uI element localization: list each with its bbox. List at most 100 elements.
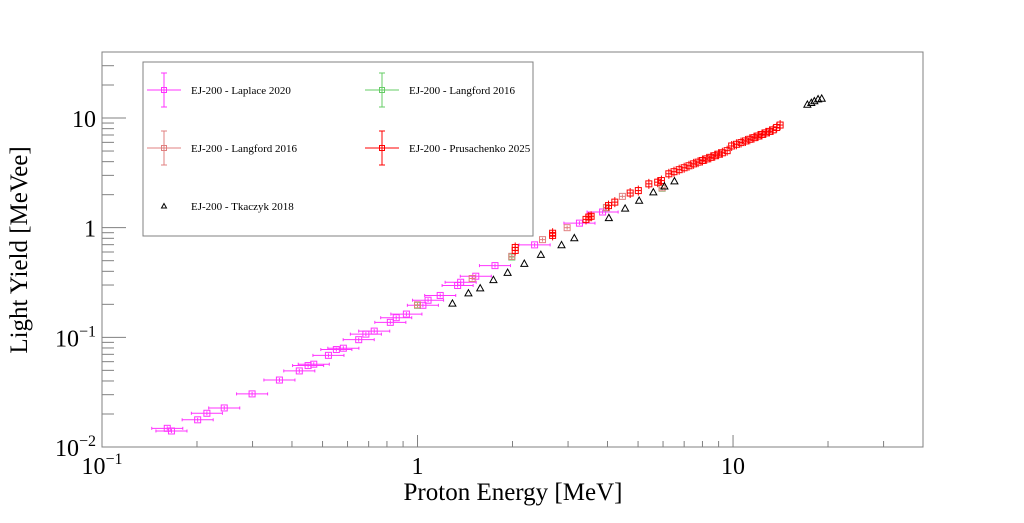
data-point [737,139,745,147]
y-tick-label: 1 [84,217,96,243]
series-3 [511,120,784,256]
legend-marker [160,202,168,209]
legend-marker [161,145,167,151]
legend-marker [379,145,385,151]
legend-marker [161,87,167,93]
data-point [707,153,715,161]
data-point [728,142,736,150]
series-4 [448,93,827,307]
data-point [489,275,498,284]
data-point [675,166,683,174]
data-point [436,291,444,299]
data-point [766,127,774,135]
data-point [472,272,480,280]
data-point [769,126,777,134]
legend-label: EJ-200 - Laplace 2020 [191,85,291,97]
data-point [620,203,630,212]
data-point [511,243,519,251]
data-point [754,132,762,140]
data-point [776,121,784,129]
data-point [167,427,175,435]
legend-label: EJ-200 - Prusachenko 2025 [409,143,531,155]
legend-label: EJ-200 - Langford 2016 [191,143,298,155]
legend-label: EJ-200 - Tkaczyk 2018 [191,201,294,213]
data-point [665,170,673,178]
x-axis-tick-labels: 10−1 1 10 [81,451,745,480]
data-point [715,150,723,158]
data-point [698,156,706,164]
data-point [634,187,642,195]
data-point [370,327,378,335]
data-point [660,181,669,190]
data-point [549,229,557,237]
y-tick-label: 10−2 [55,433,96,462]
data-point [539,236,547,244]
data-point [355,336,363,344]
data-point [694,158,702,166]
y-tick-label: 10−1 [55,323,96,352]
x-tick-label: 1 [412,454,424,480]
data-point [563,224,571,232]
data-point [464,288,473,297]
data-point [711,152,719,160]
data-point [324,351,332,359]
data-point [723,147,731,155]
data-point [618,192,626,200]
data-point [654,178,662,186]
data-point [670,176,679,185]
data-point [386,318,394,326]
data-point [758,130,766,138]
data-point [746,135,754,143]
data-point [295,367,303,375]
data-point [645,180,653,188]
data-point [611,198,619,206]
data-point [519,259,529,267]
data-point [310,360,318,368]
data-point [503,267,512,276]
data-point [599,208,607,216]
y-axis-title: Light Yield [MeVee] [6,146,33,353]
data-point [587,212,595,220]
legend-item: EJ-200 - Langford 2016 [147,130,298,166]
data-point [806,98,816,106]
series-2 [414,184,666,309]
data-point [718,149,726,157]
data-point [741,137,749,145]
data-point [220,404,228,412]
legend-label: EJ-200 - Langford 2016 [409,85,516,97]
data-point [670,168,678,176]
legend-item: EJ-200 - Prusachenko 2025 [365,130,531,166]
legend-item: EJ-200 - Langford 2016 [365,72,516,108]
data-point [536,250,546,258]
data-series [151,93,827,435]
data-point [392,314,400,322]
data-point [634,195,644,204]
data-point [491,262,499,270]
data-point [648,187,658,196]
data-point [457,278,465,286]
data-point [690,160,698,168]
y-tick-label: 10 [72,107,96,133]
data-point [402,310,410,318]
data-point [569,233,579,242]
data-point [703,155,711,163]
legend: EJ-200 - Laplace 2020 EJ-200 - Langford 2… [142,61,534,237]
legend-marker [379,87,385,93]
legend-item: EJ-200 - Laplace 2020 [147,72,291,108]
data-point [750,134,758,142]
data-point [424,296,432,304]
data-point [809,96,819,105]
data-point [332,346,340,354]
data-point [339,344,347,352]
data-point [275,376,283,384]
data-point [203,409,211,417]
data-point [762,129,770,137]
data-point [658,184,666,192]
data-point [575,219,583,227]
data-point [248,390,256,398]
data-point [468,275,476,283]
data-point [531,241,539,249]
y-axis-tick-labels: 10−2 10−1 1 10 [55,107,96,462]
data-point [194,416,202,424]
